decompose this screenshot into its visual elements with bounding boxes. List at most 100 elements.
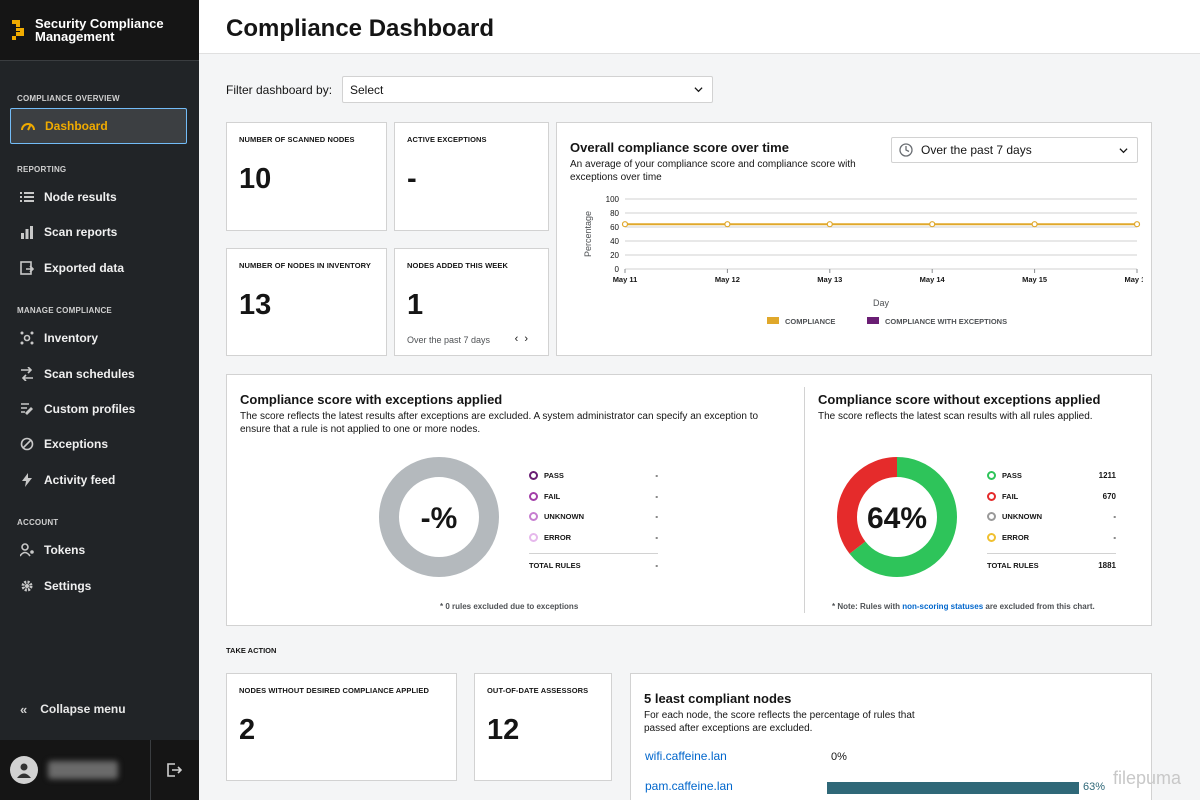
edit-icon — [19, 401, 35, 417]
card-label: NUMBER OF NODES IN INVENTORY — [239, 261, 371, 270]
x-tick-label: May 13 — [817, 275, 842, 284]
gear-icon — [19, 578, 35, 594]
card-active-exceptions: ACTIVE EXCEPTIONS - — [394, 122, 549, 231]
donut-without-exceptions: 64% — [837, 457, 957, 577]
legend-ring-icon — [987, 532, 996, 542]
legend-label: ERROR — [544, 532, 572, 542]
time-range-select[interactable]: Over the past 7 days — [891, 137, 1138, 163]
card-label: OUT-OF-DATE ASSESSORS — [487, 686, 589, 695]
total-rules-label: TOTAL RULES — [529, 561, 581, 570]
donut-score: 64% — [867, 502, 927, 535]
x-tick-label: May 11 — [613, 275, 638, 284]
total-rules-value: - — [655, 561, 658, 570]
clock-icon — [899, 143, 913, 157]
legend-value: - — [655, 471, 658, 480]
sidebar-item-label: Node results — [44, 190, 117, 204]
legend-value: 1211 — [1098, 471, 1116, 480]
filter-select[interactable]: Select — [342, 76, 713, 103]
sidebar-item-exported-data[interactable]: Exported data — [10, 250, 187, 286]
sidebar-item-label: Scan reports — [44, 225, 118, 239]
footnote-post: are excluded from this chart. — [983, 602, 1095, 611]
sidebar-item-label: Activity feed — [44, 473, 116, 487]
sidebar-item-node-results[interactable]: Node results — [10, 179, 187, 215]
x-axis-label: Day — [873, 298, 890, 308]
line-chart: 100 80 60 40 20 0 Percentage May 11 May 12 May 13… — [583, 195, 1143, 326]
non-scoring-statuses-link[interactable]: non-scoring statuses — [902, 602, 984, 611]
legend-ring-icon — [987, 491, 996, 501]
sidebar-item-dashboard[interactable]: Dashboard — [10, 108, 187, 144]
double-chevron-left-icon: « — [20, 701, 28, 717]
sidebar-item-label: Tokens — [44, 543, 86, 557]
series-point — [826, 221, 833, 228]
legend-divider — [529, 553, 658, 554]
chevron-right-icon[interactable]: › — [524, 333, 534, 345]
bar-chart-icon — [19, 224, 35, 240]
legend-label: UNKNOWN — [1002, 512, 1042, 521]
collapse-menu-button[interactable]: « Collapse menu — [10, 697, 126, 721]
collapse-menu-label: Collapse menu — [40, 702, 126, 716]
legend-ring-icon — [529, 491, 538, 501]
donut-with-exceptions: -% — [379, 457, 499, 577]
score-with-exceptions-desc: The score reflects the latest results af… — [240, 411, 759, 435]
brand-logo-icon — [12, 20, 24, 40]
user-bar-divider — [150, 740, 151, 800]
sidebar-item-custom-profiles[interactable]: Custom profiles — [10, 391, 187, 427]
avatar[interactable] — [10, 756, 38, 784]
sidebar-item-label: Custom profiles — [44, 402, 136, 416]
legend-value: - — [655, 491, 658, 501]
logout-icon[interactable] — [166, 762, 182, 778]
time-range-value: Over the past 7 days — [921, 143, 1032, 157]
brand: Security Compliance Management — [0, 0, 199, 61]
y-tick-label: 40 — [610, 237, 619, 246]
sidebar-item-label: Inventory — [44, 331, 99, 345]
sidebar-item-scan-schedules[interactable]: Scan schedules — [10, 356, 187, 392]
sidebar-item-scan-reports[interactable]: Scan reports — [10, 214, 187, 250]
node-link-pam[interactable]: pam.caffeine.lan — [645, 779, 733, 793]
least-compliant-desc: For each node, the score reflects the pe… — [644, 710, 915, 734]
x-tick-label: May 12 — [715, 275, 740, 284]
y-tick-label: 80 — [610, 209, 619, 218]
y-axis-label: Percentage — [583, 211, 593, 257]
sidebar-item-activity-feed[interactable]: Activity feed — [10, 462, 187, 498]
sidebar-item-label: Scan schedules — [44, 367, 135, 381]
node-compliance-bar — [827, 782, 1079, 794]
card-out-of-date-assessors: OUT-OF-DATE ASSESSORS 12 — [474, 673, 612, 781]
sidebar-item-tokens[interactable]: Tokens — [10, 532, 187, 568]
legend-divider — [987, 553, 1116, 554]
legend-fail: FAIL — [529, 491, 560, 501]
pager: ‹› — [515, 333, 534, 345]
bolt-icon — [19, 472, 35, 488]
card-label: NODES ADDED THIS WEEK — [407, 261, 508, 270]
legend-error: ERROR — [529, 532, 572, 542]
gauge-icon — [20, 118, 36, 134]
node-link-wifi[interactable]: wifi.caffeine.lan — [645, 749, 727, 763]
legend-error: ERROR — [987, 532, 1029, 542]
y-tick-label: 0 — [615, 265, 620, 274]
legend-value: - — [655, 532, 658, 542]
series-point — [724, 221, 731, 228]
legend-ring-icon — [529, 512, 538, 521]
least-compliant-title: 5 least compliant nodes — [644, 691, 792, 706]
chart-description: An average of your compliance score and … — [570, 159, 856, 183]
y-tick-label: 100 — [606, 195, 620, 204]
legend-label: COMPLIANCE — [785, 317, 835, 326]
y-tick-label: 60 — [610, 223, 619, 232]
card-value: - — [407, 163, 417, 195]
card-inventory-nodes: NUMBER OF NODES IN INVENTORY 13 — [226, 248, 387, 356]
series-point — [1031, 221, 1038, 228]
sidebar-item-settings[interactable]: Settings — [10, 568, 187, 604]
chevron-down-icon — [1119, 148, 1128, 154]
brand-title: Security Compliance Management — [35, 17, 164, 43]
sidebar-item-exceptions[interactable]: Exceptions — [10, 426, 187, 462]
card-scanned-nodes: NUMBER OF SCANNED NODES 10 — [226, 122, 387, 231]
series-point — [621, 221, 629, 228]
section-reporting: REPORTING — [17, 165, 67, 174]
legend-value: 670 — [1102, 491, 1116, 501]
export-icon — [19, 260, 35, 276]
legend-swatch — [867, 317, 879, 324]
sidebar-item-inventory[interactable]: Inventory — [10, 320, 187, 356]
card-subtext: Over the past 7 days — [407, 335, 491, 345]
chevron-left-icon[interactable]: ‹ — [514, 333, 525, 345]
exception-icon — [19, 436, 35, 452]
legend-ring-icon — [987, 471, 996, 480]
